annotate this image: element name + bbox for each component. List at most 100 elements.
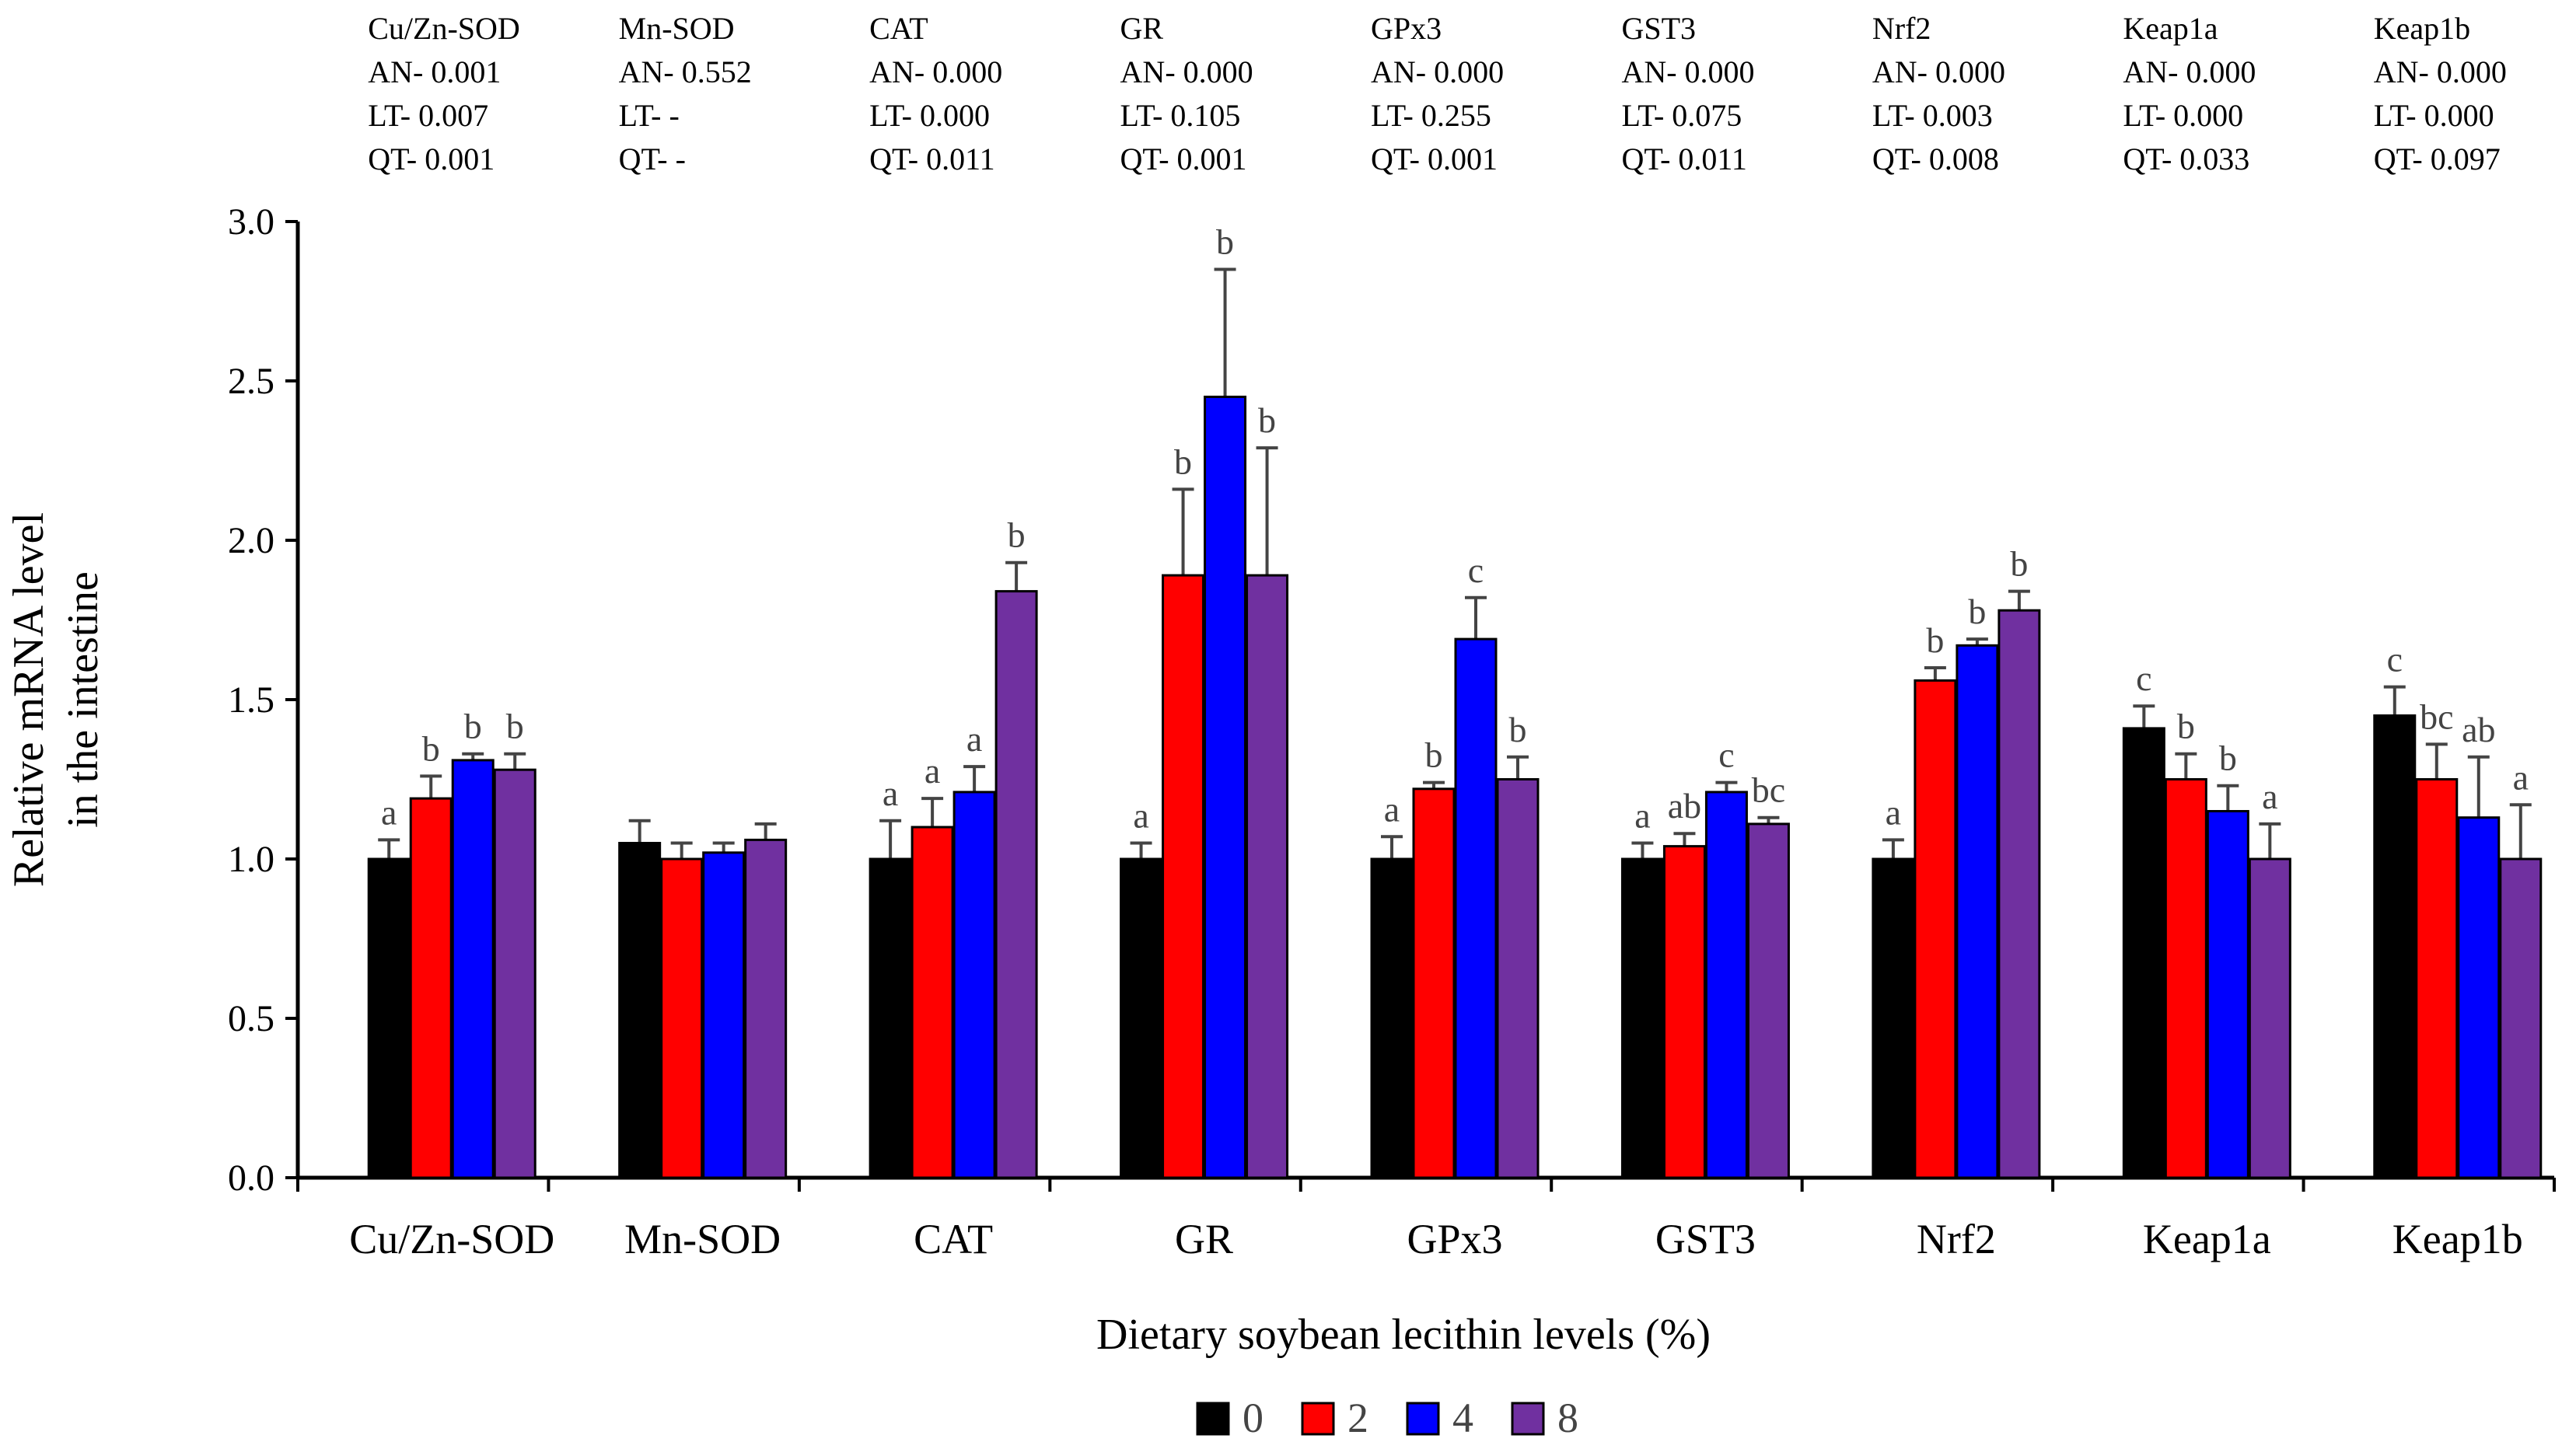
stat-text: LT- - — [619, 98, 680, 133]
bar — [451, 759, 495, 1179]
stat-text: LT- 0.075 — [1621, 98, 1742, 133]
legend: 0 2 4 8 — [1196, 1395, 1578, 1441]
significance-letter: c — [1468, 550, 1484, 590]
bar — [869, 857, 912, 1179]
bar — [618, 842, 662, 1179]
bar — [2206, 810, 2249, 1179]
bar — [367, 857, 411, 1179]
legend-swatch — [1301, 1402, 1335, 1436]
stat-text: Nrf2 — [1872, 11, 1931, 46]
significance-letter: b — [2177, 707, 2195, 746]
significance-letter: c — [2387, 640, 2403, 679]
y-tick-label: 2.5 — [228, 361, 274, 402]
significance-letter: b — [1509, 710, 1527, 749]
stat-text: GST3 — [1621, 11, 1696, 46]
x-tick-label: Mn-SOD — [624, 1216, 781, 1262]
stat-text: LT- 0.000 — [869, 98, 990, 133]
significance-letter: a — [883, 773, 898, 813]
bar — [994, 590, 1038, 1179]
significance-letter: bc — [1752, 770, 1785, 810]
legend-label: 2 — [1347, 1395, 1368, 1441]
significance-letter: a — [1133, 796, 1148, 836]
significance-letter: a — [381, 792, 397, 832]
bar — [1496, 778, 1540, 1179]
stat-text: QT- 0.008 — [1872, 141, 1999, 176]
stat-text: AN- 0.001 — [368, 54, 501, 89]
stat-text: AN- 0.552 — [619, 54, 752, 89]
stat-text: LT- 0.000 — [2123, 98, 2243, 133]
bar — [493, 768, 537, 1179]
bar — [1998, 609, 2041, 1179]
bar — [1620, 857, 1664, 1179]
significance-letter: ab — [2462, 710, 2495, 749]
x-tick-label: Keap1a — [2143, 1216, 2271, 1262]
stat-text: GR — [1120, 11, 1164, 46]
x-axis-title: Dietary soybean lecithin levels (%) — [1096, 1311, 1711, 1359]
significance-letter: ab — [1668, 786, 1701, 826]
stat-text: QT- 0.001 — [1120, 141, 1247, 176]
bar — [1704, 791, 1748, 1179]
y-tick-label: 1.5 — [228, 679, 274, 721]
stat-text: LT- 0.000 — [2374, 98, 2494, 133]
y-tick-label: 0.0 — [228, 1157, 274, 1199]
bar — [2122, 727, 2165, 1179]
bar — [2499, 857, 2543, 1179]
stat-text: QT- 0.033 — [2123, 141, 2249, 176]
x-tick-label: Cu/Zn-SOD — [349, 1216, 554, 1262]
stat-text: GPx3 — [1371, 11, 1442, 46]
stat-text: AN- 0.000 — [869, 54, 1002, 89]
stat-text: QT- 0.011 — [869, 141, 994, 176]
legend-label: 4 — [1452, 1395, 1473, 1441]
legend-label: 8 — [1557, 1395, 1578, 1441]
stat-text: AN- 0.000 — [1621, 54, 1754, 89]
stat-text: LT- 0.105 — [1120, 98, 1241, 133]
stat-text: CAT — [869, 11, 928, 46]
y-axis-title-line: in the intestine — [59, 571, 107, 828]
significance-letter: b — [2010, 544, 2028, 584]
significance-letter: b — [1216, 222, 1234, 262]
legend-swatch — [1196, 1402, 1230, 1436]
stat-text: LT- 0.007 — [368, 98, 488, 133]
bar — [2457, 816, 2501, 1179]
significance-letter: a — [966, 719, 982, 759]
x-tick-label: GR — [1175, 1216, 1233, 1262]
significance-letter: a — [924, 751, 940, 791]
significance-letter: c — [1718, 735, 1734, 775]
significance-letter: b — [1174, 442, 1192, 481]
bar — [1370, 857, 1414, 1179]
significance-letter: b — [2219, 738, 2237, 778]
bar — [1956, 644, 1999, 1179]
category-labels: Cu/Zn-SOD Mn-SOD CAT GR GPx3 GST3 Nrf2 Keap1a Ke… — [349, 1216, 2523, 1262]
stat-text: LT- 0.255 — [1371, 98, 1491, 133]
bar — [1872, 857, 1915, 1179]
significance-letter: a — [1384, 789, 1400, 829]
x-tick-label: CAT — [914, 1216, 993, 1262]
stat-text: Keap1a — [2123, 11, 2218, 46]
significance-letter: b — [1008, 515, 1026, 555]
significance-letter: a — [1634, 796, 1650, 836]
y-axis-title-line: Relative mRNA level — [5, 512, 53, 887]
significance-letter: b — [1425, 735, 1443, 775]
bar — [1412, 787, 1456, 1179]
bar — [1746, 822, 1790, 1179]
y-tick-label: 0.5 — [228, 998, 274, 1039]
bar — [1204, 396, 1247, 1179]
significance-letter: b — [1258, 400, 1276, 440]
bar — [1454, 637, 1498, 1179]
legend-swatch — [1406, 1402, 1440, 1436]
bar — [1914, 679, 1957, 1179]
significance-letter: b — [506, 707, 524, 746]
stat-text: AN- 0.000 — [2374, 54, 2507, 89]
stat-text: QT- 0.001 — [368, 141, 495, 176]
bar — [952, 791, 996, 1179]
stat-text: AN- 0.000 — [1371, 54, 1504, 89]
y-tick-label: 3.0 — [228, 201, 274, 243]
bar — [409, 797, 453, 1179]
stat-text: QT- 0.011 — [1621, 141, 1746, 176]
stat-text: QT- 0.001 — [1371, 141, 1498, 176]
bar — [1120, 857, 1163, 1179]
legend-label: 0 — [1243, 1395, 1264, 1441]
significance-letter: c — [2136, 658, 2151, 698]
